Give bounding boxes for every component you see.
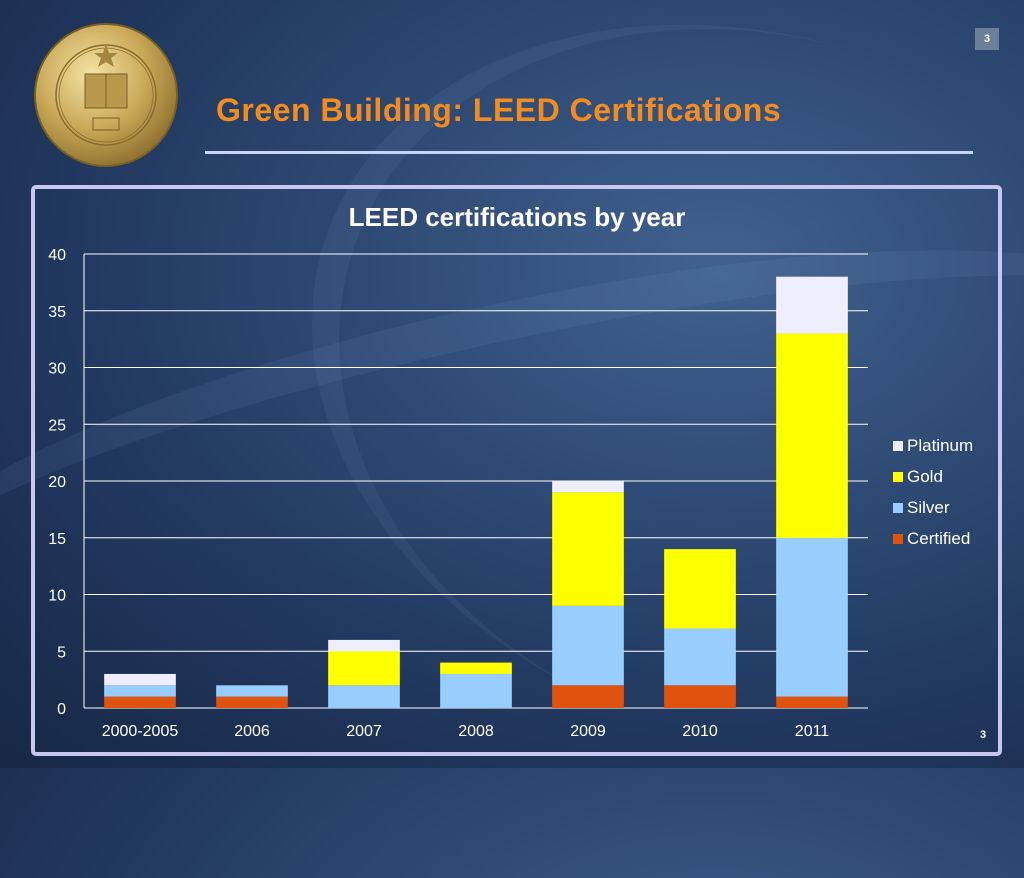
y-tick-label: 40 [48,247,66,264]
x-tick-label: 2008 [458,723,494,740]
bar-platinum-2007 [328,639,400,652]
bar-gold-2009 [552,492,624,606]
bar-certified-2009 [552,685,624,708]
bar-platinum-2009 [552,481,624,493]
bar-gold-2011 [776,333,848,538]
y-tick-label: 30 [48,361,66,378]
bar-certified-2006 [216,696,288,708]
x-tick-label: 2006 [234,723,270,740]
y-tick-label: 10 [48,588,66,605]
bar-gold-2010 [664,549,736,629]
y-tick-label: 35 [48,304,66,321]
y-tick-label: 25 [48,417,66,434]
bar-silver-2008 [440,673,512,708]
bar-certified-2000-2005 [104,696,176,708]
title-underline [205,151,973,154]
x-tick-label: 2011 [795,723,830,740]
x-tick-label: 2010 [682,723,718,740]
bar-silver-2010 [664,628,736,686]
bar-silver-2011 [776,537,848,697]
legend-label-gold: Gold [907,467,943,486]
y-tick-label: 0 [57,701,66,718]
bar-platinum-2011 [776,276,848,334]
chart-title: LEED certifications by year [349,202,686,232]
bar-gold-2007 [328,651,400,686]
bar-silver-2000-2005 [104,685,176,697]
y-tick-label: 5 [57,644,66,661]
slide-title: Green Building: LEED Certifications [216,92,782,128]
legend-swatch-silver [893,503,903,513]
y-tick-label: 15 [48,531,66,548]
bar-silver-2009 [552,605,624,686]
bar-platinum-2000-2005 [104,673,176,686]
legend-swatch-platinum [893,441,903,451]
bar-gold-2008 [440,662,512,674]
x-tick-label: 2007 [346,723,382,740]
legend-swatch-certified [893,534,903,544]
legend-label-silver: Silver [907,498,950,517]
bar-certified-2011 [776,696,848,708]
bar-certified-2010 [664,685,736,708]
stacked-bar-chart: LEED certifications by year 0 5 10 15 20 25 30… [48,202,973,740]
y-tick-label: 20 [48,474,66,491]
x-tick-label: 2000-2005 [102,723,179,740]
page-badge: 3 [975,28,999,50]
legend-label-platinum: Platinum [907,436,973,455]
bar-silver-2007 [328,685,400,708]
bar-silver-2006 [216,685,288,697]
slide-number: 3 [980,729,987,741]
x-tick-label: 2009 [570,723,606,740]
legend-label-certified: Certified [907,529,970,548]
legend-swatch-gold [893,472,903,482]
chart-frame [31,185,1002,756]
university-seal-logo [34,23,178,167]
